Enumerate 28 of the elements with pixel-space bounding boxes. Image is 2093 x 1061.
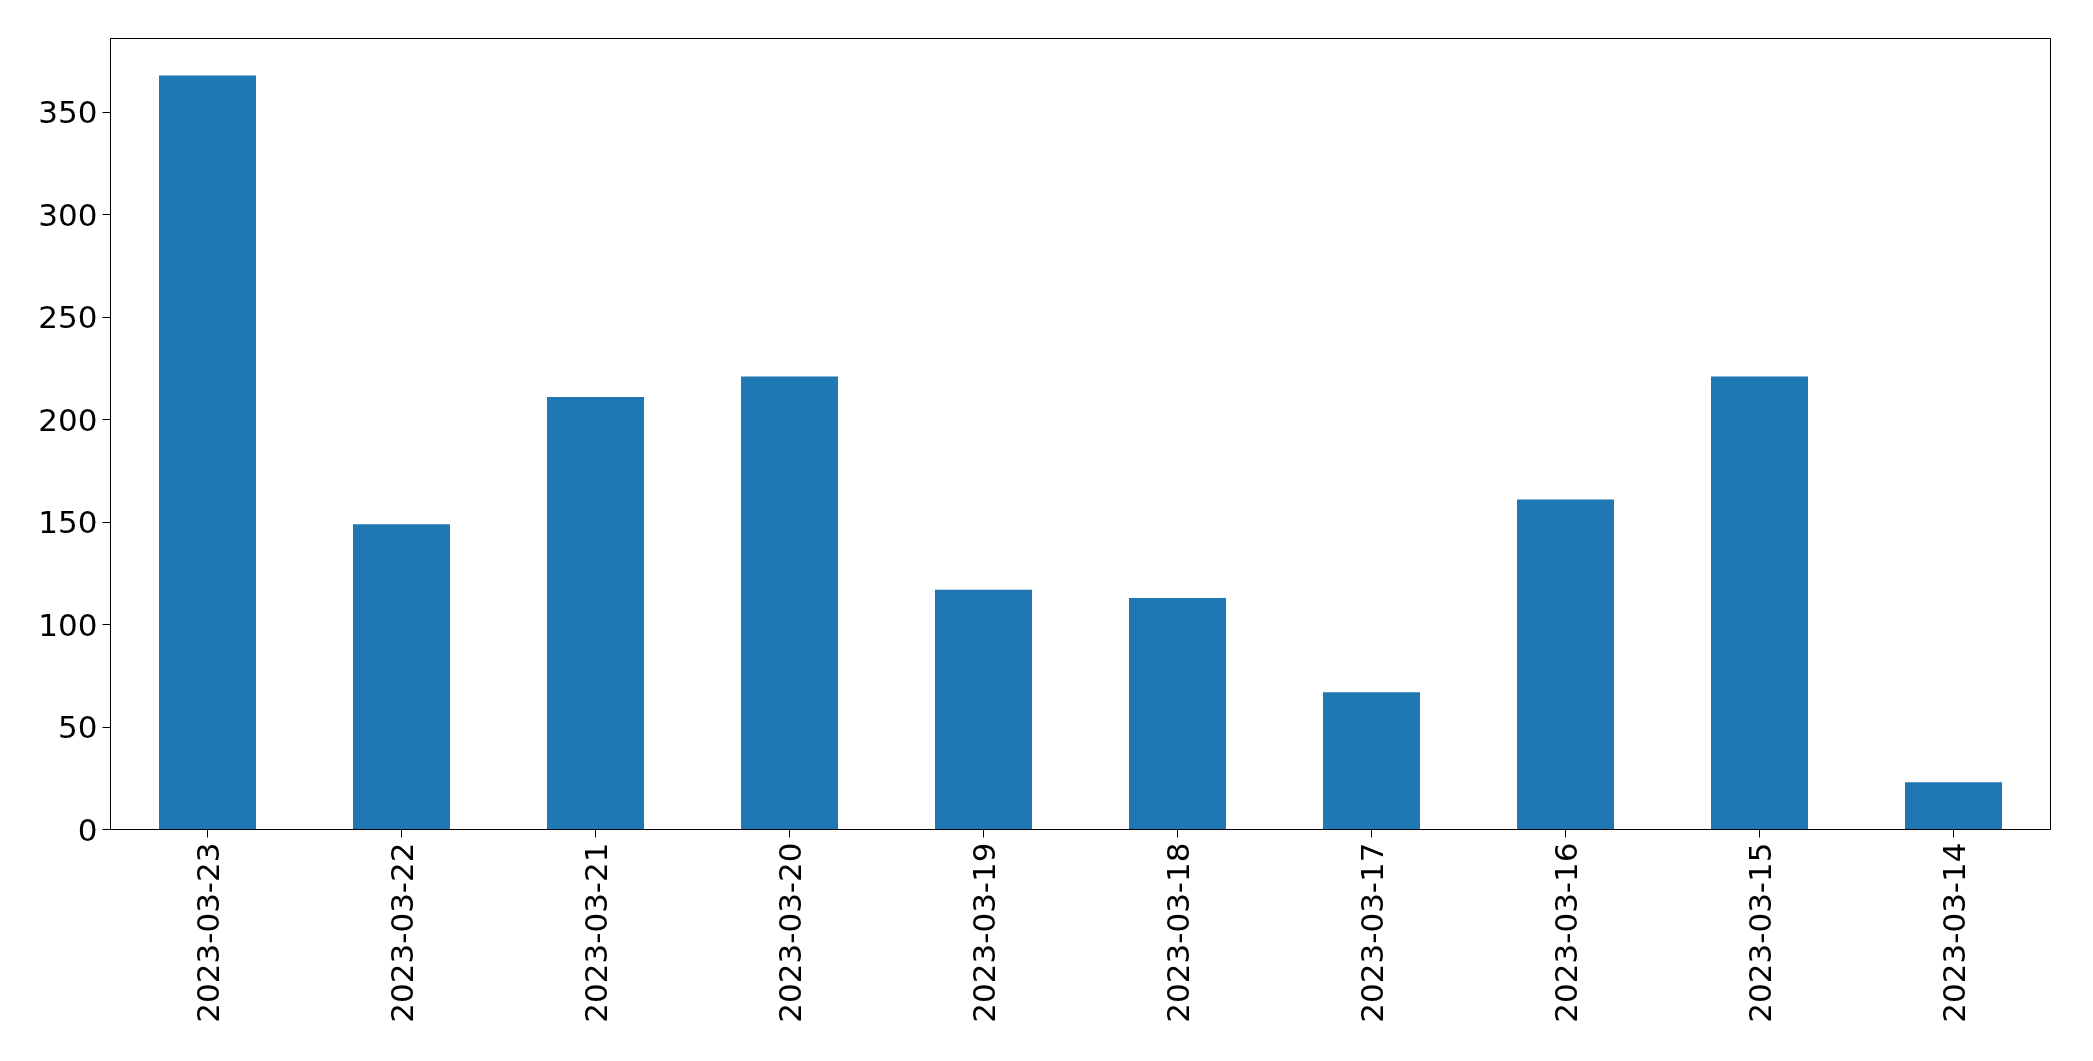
- y-tick-label: 300: [38, 196, 98, 233]
- bar: [547, 397, 644, 830]
- x-tick-label: 2023-03-21: [577, 842, 614, 1023]
- y-tick-label: 150: [38, 504, 98, 541]
- y-tick-label: 250: [38, 299, 98, 336]
- y-tick-label: 0: [77, 811, 98, 848]
- y-tick-label: 350: [38, 94, 98, 131]
- bar: [1517, 499, 1614, 830]
- x-tick-label: 2023-03-20: [771, 842, 808, 1023]
- bar: [353, 524, 450, 830]
- x-tick-label: 2023-03-15: [1741, 842, 1778, 1023]
- x-tick-label: 2023-03-17: [1353, 842, 1390, 1023]
- x-tick-label: 2023-03-19: [965, 842, 1002, 1023]
- bar: [159, 75, 256, 830]
- bar: [1905, 782, 2002, 830]
- y-tick-label: 100: [38, 606, 98, 643]
- bar: [935, 589, 1032, 830]
- bar: [1323, 692, 1420, 830]
- x-tick-label: 2023-03-18: [1159, 842, 1196, 1023]
- x-tick-label: 2023-03-23: [189, 842, 226, 1023]
- x-tick-label: 2023-03-14: [1935, 842, 1972, 1023]
- bar: [741, 376, 838, 830]
- x-tick-label: 2023-03-16: [1547, 842, 1584, 1023]
- y-tick-label: 200: [38, 401, 98, 438]
- bar: [1711, 376, 1808, 830]
- x-tick-label: 2023-03-22: [383, 842, 420, 1023]
- y-tick-label: 50: [58, 709, 98, 746]
- bar: [1129, 597, 1226, 830]
